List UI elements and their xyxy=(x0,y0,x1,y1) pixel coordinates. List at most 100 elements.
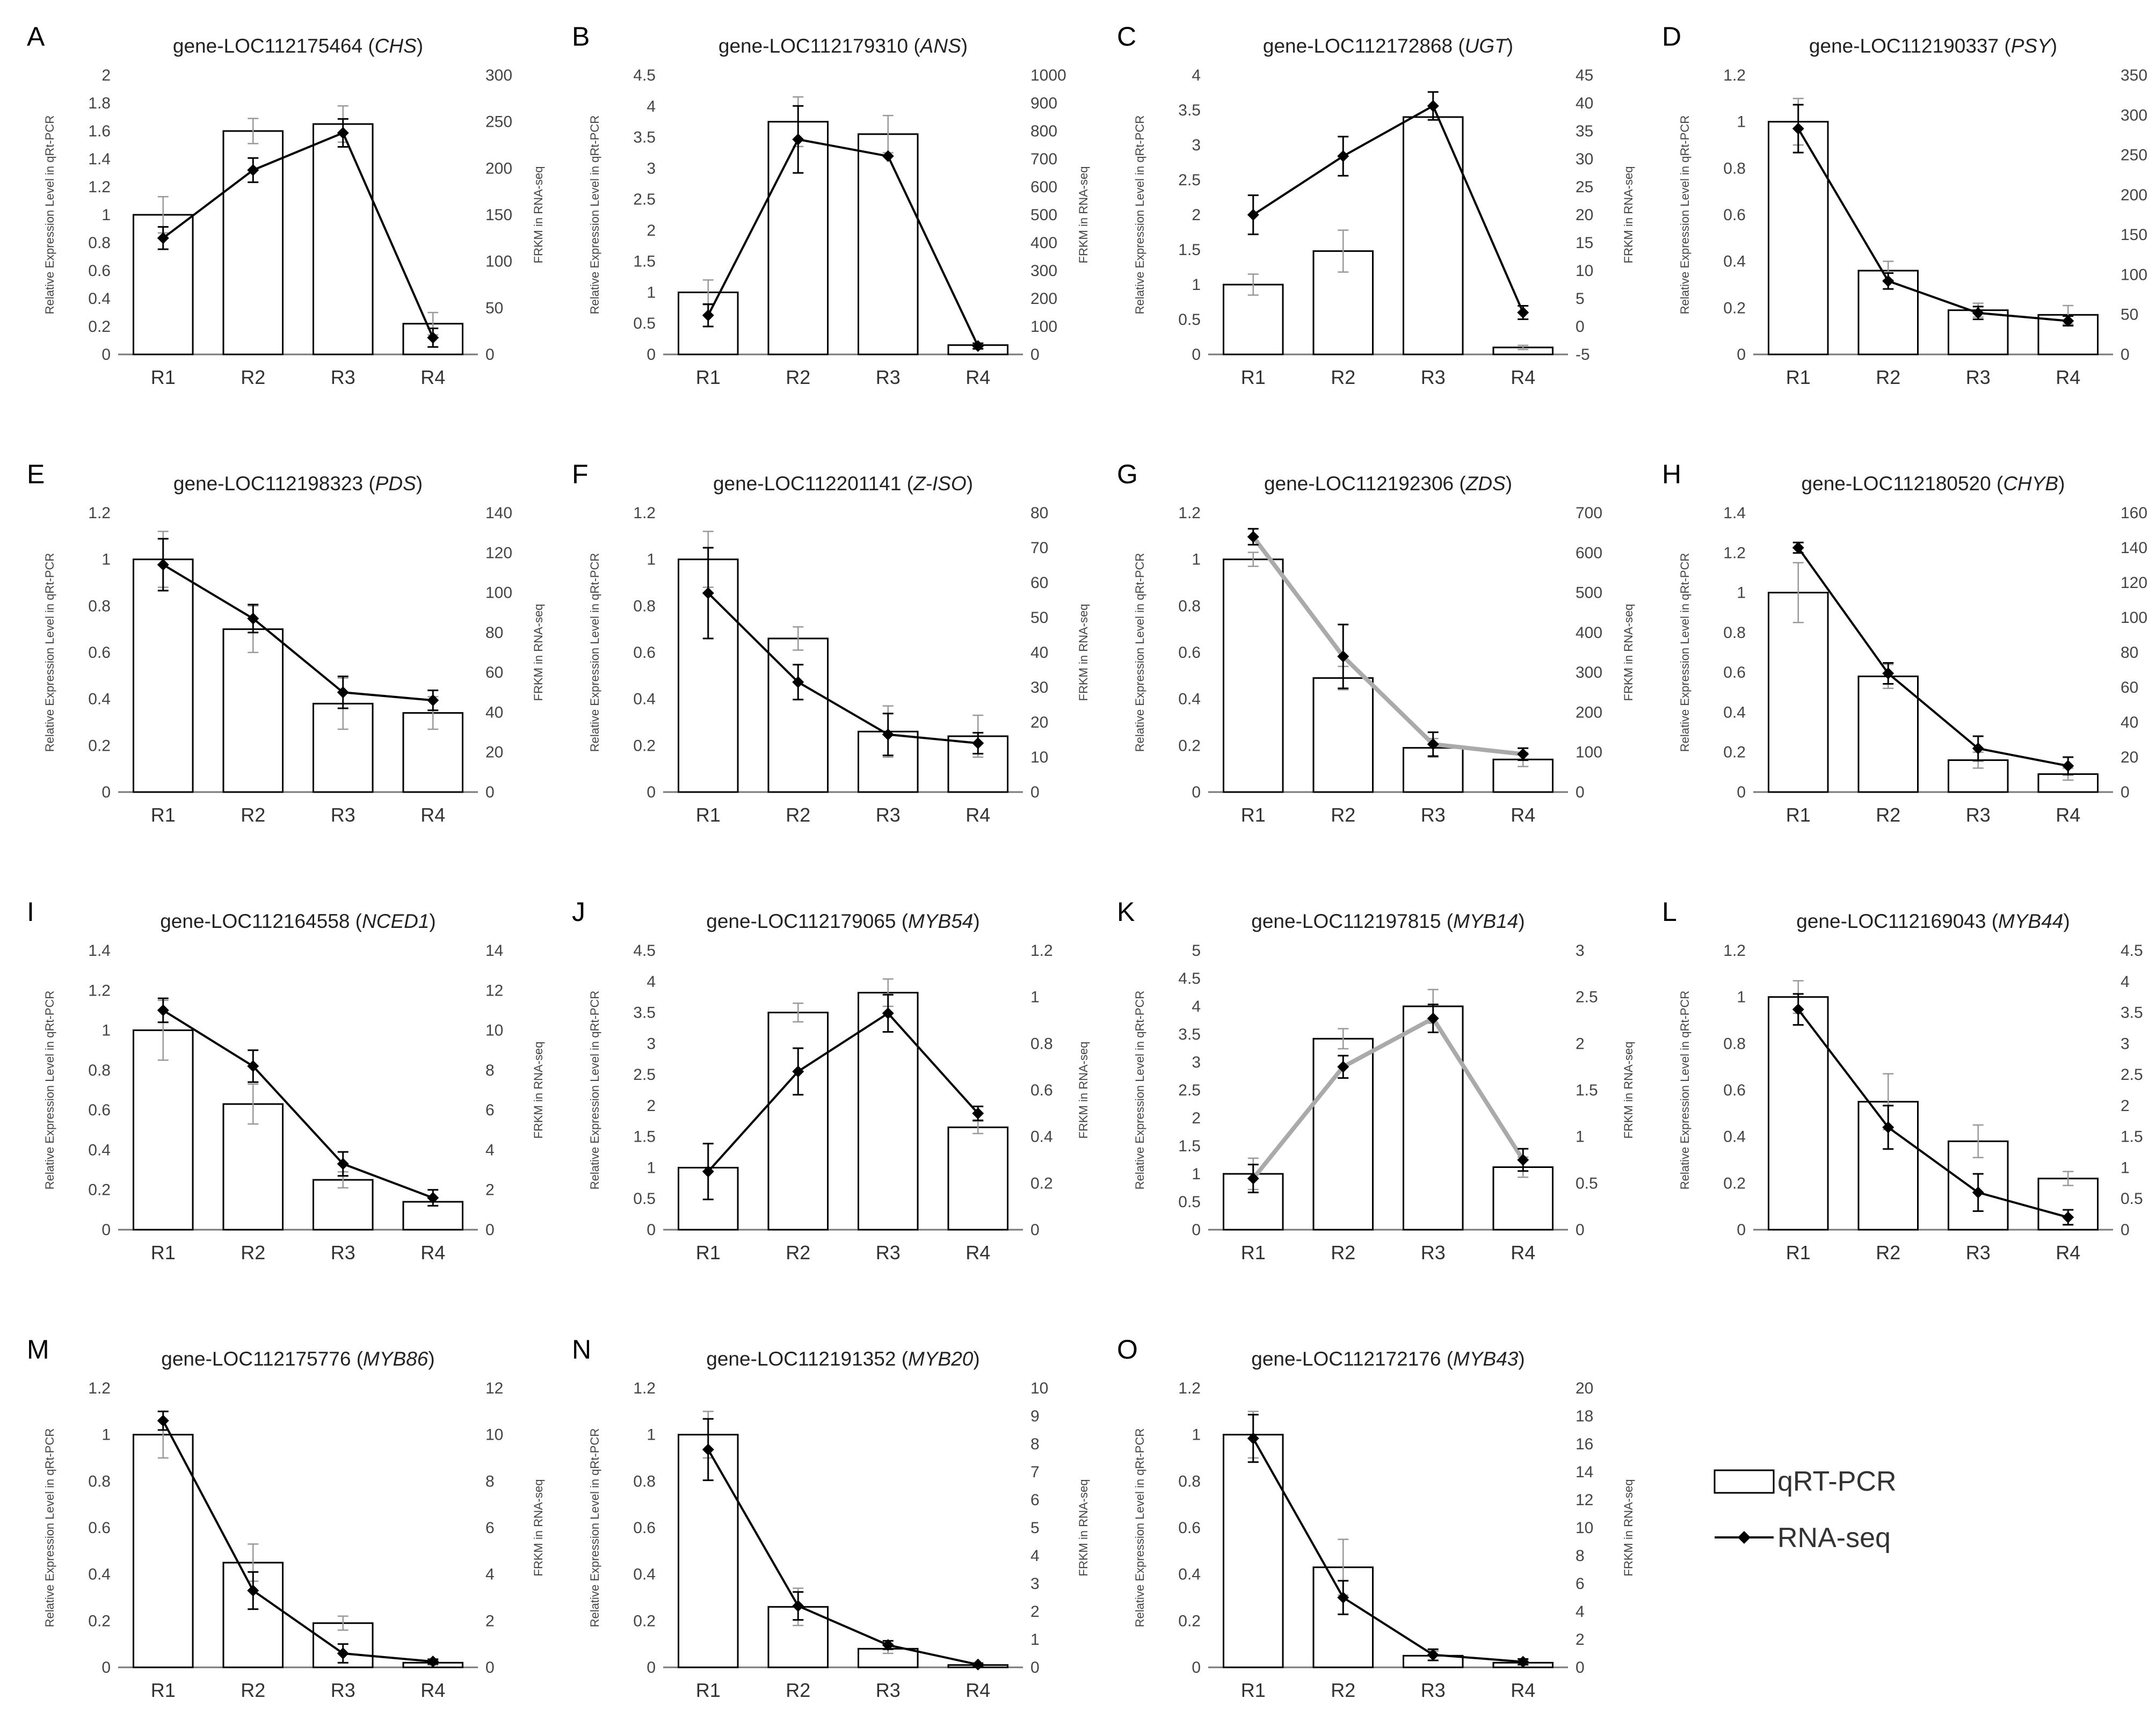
right-axis-tick-label: 3 xyxy=(1576,942,1585,960)
qrtpcr-bar xyxy=(1857,676,1919,793)
right-axis-tick-label: 14 xyxy=(485,942,503,960)
right-axis-tick-label: 10 xyxy=(1576,1519,1593,1537)
right-axis-tick-label: 2.5 xyxy=(2121,1066,2143,1084)
left-axis-tick-label: 1.2 xyxy=(88,504,111,522)
rnaseq-point xyxy=(972,1107,984,1120)
category-label: R3 xyxy=(876,366,901,388)
rnaseq-line xyxy=(707,1449,978,1666)
right-axis-tick-label: 25 xyxy=(1576,178,1593,196)
right-axis-tick-label: 80 xyxy=(1030,504,1048,522)
right-axis-tick-label: 40 xyxy=(1576,95,1593,112)
rnaseq-point xyxy=(972,1658,984,1671)
left-axis-tick-label: 3.5 xyxy=(633,129,656,147)
left-axis-tick-label: 0.4 xyxy=(1178,1566,1201,1584)
rnaseq-point xyxy=(882,728,894,741)
category-label: R1 xyxy=(696,804,721,826)
left-axis-label: Relative Expression Level in qRt-PCR xyxy=(1678,553,1692,752)
category-label: R4 xyxy=(2056,366,2080,388)
right-axis-tick-label: 40 xyxy=(485,703,503,721)
left-axis-tick-label: 0.2 xyxy=(88,737,111,754)
right-axis-tick-label: 1.5 xyxy=(1576,1081,1598,1099)
right-axis-tick-label: 2 xyxy=(485,1612,495,1630)
right-axis-label: FRKM in RNA-seq xyxy=(1622,1479,1635,1577)
category-label: R2 xyxy=(241,1679,265,1701)
right-axis-tick-label: 60 xyxy=(2121,679,2138,696)
right-axis-tick-label: 16 xyxy=(1576,1435,1593,1453)
panel-letter: L xyxy=(1662,897,1677,927)
right-axis-label: FRKM in RNA-seq xyxy=(1622,166,1635,264)
left-axis-tick-label: 1.2 xyxy=(1178,1380,1201,1397)
panel-title: gene-LOC112175464 (CHS) xyxy=(173,35,423,57)
left-axis-tick-label: 0.2 xyxy=(88,318,111,336)
rnaseq-line xyxy=(707,592,978,744)
left-axis-tick-label: 1.5 xyxy=(633,253,656,271)
right-axis-tick-label: 1.5 xyxy=(2121,1128,2143,1146)
left-axis-tick-label: 0.2 xyxy=(1723,744,1746,761)
panel-title: gene-LOC112180520 (CHYB) xyxy=(1802,473,2065,495)
right-axis-tick-label: 3 xyxy=(2121,1035,2130,1053)
left-axis-tick-label: 2.5 xyxy=(1178,1081,1201,1099)
rnaseq-point xyxy=(1247,1432,1259,1445)
left-axis-tick-label: 1.2 xyxy=(633,1380,656,1397)
left-axis-tick-label: 1.2 xyxy=(1723,67,1746,84)
right-axis-tick-label: 200 xyxy=(1030,290,1057,308)
rnaseq-point xyxy=(1337,150,1349,162)
category-label: R3 xyxy=(876,1679,901,1701)
legend-rnaseq-label: RNA-seq xyxy=(1777,1522,1891,1554)
right-axis-tick-label: 20 xyxy=(485,744,503,761)
category-label: R3 xyxy=(331,804,355,826)
qrtpcr-bar xyxy=(1767,592,1829,793)
left-axis-tick-label: 0 xyxy=(101,1221,111,1239)
right-axis-label: FRKM in RNA-seq xyxy=(1077,1479,1090,1577)
right-axis-tick-label: 100 xyxy=(1576,744,1602,761)
rnaseq-point xyxy=(1247,1172,1259,1185)
panel-letter: J xyxy=(572,897,585,927)
left-axis-tick-label: 1.4 xyxy=(88,942,111,960)
right-axis-tick-label: 0 xyxy=(1030,346,1040,364)
rnaseq-point xyxy=(427,1192,439,1204)
rnaseq-point xyxy=(337,1647,349,1659)
left-axis-tick-label: 0.4 xyxy=(1723,1128,1746,1146)
left-axis-tick-label: 4.5 xyxy=(633,942,656,960)
rnaseq-point xyxy=(1427,1649,1439,1661)
left-axis-tick-label: 3.5 xyxy=(1178,1026,1201,1043)
left-axis-tick-label: 0.6 xyxy=(1723,664,1746,681)
category-label: R4 xyxy=(420,366,445,388)
rnaseq-point xyxy=(427,694,439,707)
left-axis-tick-label: 0.8 xyxy=(633,1472,656,1490)
right-axis-label: FRKM in RNA-seq xyxy=(532,1042,545,1139)
left-axis-tick-label: 1 xyxy=(1192,551,1201,569)
category-label: R3 xyxy=(331,1679,355,1701)
right-axis-tick-label: 10 xyxy=(1576,262,1593,280)
left-axis-tick-label: 0.6 xyxy=(88,1519,111,1537)
left-axis-tick-label: 0.8 xyxy=(1178,1472,1201,1490)
right-axis-tick-label: 18 xyxy=(1576,1407,1593,1425)
rnaseq-point xyxy=(1247,531,1259,543)
left-axis-tick-label: 0.2 xyxy=(1723,299,1746,317)
panel-title: gene-LOC112198323 (PDS) xyxy=(173,473,423,495)
left-axis-tick-label: 0.2 xyxy=(633,737,656,754)
right-axis-tick-label: 2 xyxy=(2121,1097,2130,1115)
left-axis-tick-label: 1.8 xyxy=(88,95,111,112)
right-axis-tick-label: 7 xyxy=(1030,1463,1040,1481)
right-axis-tick-label: 300 xyxy=(1576,664,1602,681)
right-axis-tick-label: 8 xyxy=(485,1472,495,1490)
panel-letter: F xyxy=(572,459,589,489)
right-axis-tick-label: 2 xyxy=(1576,1035,1585,1053)
left-axis-tick-label: 0.8 xyxy=(1723,159,1746,177)
right-axis-tick-label: 0.5 xyxy=(2121,1190,2143,1208)
rnaseq-point xyxy=(1427,1012,1439,1025)
left-axis-tick-label: 0.4 xyxy=(88,1141,111,1159)
left-axis-label: Relative Expression Level in qRt-PCR xyxy=(43,115,56,315)
right-axis-tick-label: 140 xyxy=(2121,539,2147,557)
right-axis-tick-label: 900 xyxy=(1030,95,1057,112)
left-axis-label: Relative Expression Level in qRt-PCR xyxy=(1133,553,1146,752)
left-axis-tick-label: 0 xyxy=(1192,783,1201,801)
left-axis-tick-label: 1.2 xyxy=(1178,504,1201,522)
rnaseq-point xyxy=(247,164,259,176)
category-label: R3 xyxy=(1421,1679,1446,1701)
right-axis-tick-label: 45 xyxy=(1576,67,1593,84)
right-axis-tick-label: 1.2 xyxy=(1030,942,1053,960)
